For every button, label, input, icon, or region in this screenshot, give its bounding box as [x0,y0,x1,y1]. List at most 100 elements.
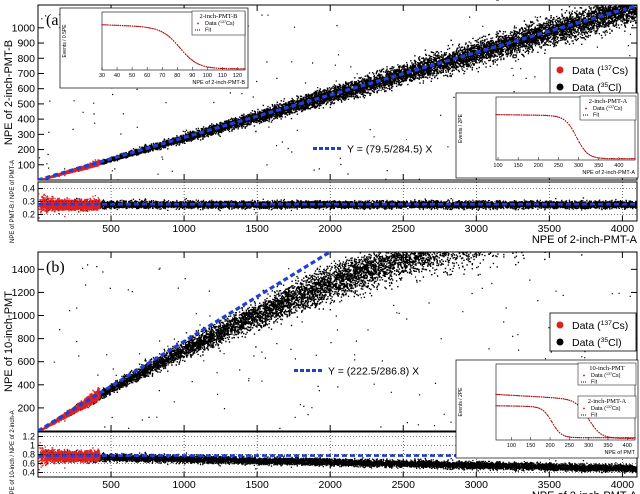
inset-y-axis-label: Events / 2PE [458,113,464,143]
y-tick-label: 600 [17,356,35,368]
inset-x-tick-label: 100 [493,163,502,169]
inset-y-axis-label: Events / 2PE [458,387,464,417]
inset-x-tick-label: 30 [99,73,105,79]
inset-legend-title: 2-inch-PMT-B [199,13,238,20]
legend-marker [557,84,564,91]
ratio-y-axis-label: NPE of 10-inch / NPE of 2-inch-A [10,410,16,494]
inset-x-tick-label: 400 [614,163,623,169]
inset-legend-marker [583,375,585,377]
x-tick-label: 1000 [172,479,196,491]
inset-y-tick-label: 2000 [482,0,494,2]
y-tick-label: 100 [17,159,35,171]
legend-label: Data (35Cl) [572,337,622,349]
inset-legend-label: Data (137Cs) [591,405,621,412]
inset-x-tick-label: 120 [233,73,242,79]
legend-marker [557,67,564,74]
inset-x-tick-label: 400 [623,443,632,449]
legend-marker [557,322,564,329]
panel-a: 100 200 300 400 500 600 700 800 900 1000 500 1000 15… [3,0,638,246]
inset-x-tick-label: 350 [594,163,603,169]
y-tick-label: 300 [17,129,35,141]
inset-x-tick-label: 40 [114,73,120,79]
inset-x-tick-label: 300 [574,163,583,169]
y-tick-label: 800 [17,333,35,345]
y-tick-label: 800 [17,53,35,65]
x-tick-label: 2500 [392,223,416,235]
x-tick-label: 2000 [319,479,343,491]
inset-x-tick-label: 100 [507,443,516,449]
inset-legend-label: Data (137Cs) [591,372,621,379]
inset-legend-marker [583,408,585,410]
inset-legend-marker [197,23,199,25]
inset-legend-label: Data (137Cs) [593,105,623,112]
ratio-y-tick-label: 0.6 [22,459,35,469]
inset-x-tick-label: 80 [174,73,180,79]
inset-x-tick-label: 250 [554,163,563,169]
fit-legend-label: Y = (79.5/284.5) X [347,144,432,156]
inset-x-tick-label: 300 [584,443,593,449]
inset-x-tick-label: 350 [603,443,612,449]
y-tick-label: 600 [17,83,35,95]
ratio-y-tick-label: 1.2 [22,432,35,442]
x-tick-label: 2000 [319,223,343,235]
x-tick-label: 2500 [392,479,416,491]
inset-legend-label: Fit [593,113,600,119]
inset-x-tick-label: 150 [526,443,535,449]
y-tick-label: 1400 [12,264,36,276]
legend-marker [557,339,564,346]
legend-label: Data (137Cs) [572,320,628,332]
inset-x-axis-label: NPE of 2-inch-PMT-A [582,170,635,176]
inset-x-tick-label: 250 [565,443,574,449]
inset-x-tick-label: 70 [159,73,165,79]
y-tick-label: 1000 [12,310,36,322]
inset-legend-label: Fit [591,413,598,419]
inset-legend-marker [585,108,587,110]
inset-x-tick-label: 90 [189,73,195,79]
y-tick-label: 1000 [12,22,36,34]
x-tick-label: 1000 [172,223,196,235]
panel-label: (b) [46,259,65,276]
y-axis-label: NPE of 2-inch-PMT-B [3,40,15,145]
inset-x-tick-label: 150 [514,163,523,169]
y-axis-label: NPE of 10-inch-PMT [3,291,15,392]
inset-x-axis-label: NPE of 2-inch-PMT-B [192,80,245,86]
inset-x-tick-label: 110 [218,73,227,79]
inset-x-tick-label: 50 [129,73,135,79]
inset-x-tick-label: 100 [203,73,212,79]
ratio-y-tick-label: 0.4 [22,468,35,478]
fit-line [38,252,330,431]
y-tick-label: 200 [17,402,35,414]
inset-x-tick-label: 200 [534,163,543,169]
x-tick-label: 3000 [465,479,489,491]
y-tick-label: 500 [17,98,35,110]
x-axis-label: NPE of 2-inch-PMT-A [532,490,638,494]
inset-x-tick-label: 200 [545,443,554,449]
inset-x-axis-label: NPE of PMT [604,450,635,456]
ratio-y-axis-label: NPE of PMT-B / NPE of PMT-A [10,160,16,243]
ratio-y-tick-label: 0.2 [22,210,35,220]
x-tick-label: 3000 [465,223,489,235]
legend-label: Data (35Cl) [572,82,622,94]
y-tick-label: 700 [17,68,35,80]
ratio-y-tick-label: 1 [30,441,35,451]
y-tick-label: 400 [17,379,35,391]
x-tick-label: 500 [102,479,120,491]
ratio-y-tick-label: 0.8 [22,450,35,460]
inset-legend-label: Fit [205,28,212,34]
inset-legend-label: Fit [591,380,598,386]
fit-legend-label: Y = (222.5/286.8) X [328,366,419,378]
x-tick-label: 500 [102,223,120,235]
ratio-y-tick-label: 0.4 [22,184,35,194]
inset-legend-label: Data (137Cs) [205,20,235,27]
inset-x-tick-label: 60 [144,73,150,79]
x-tick-label: 1500 [245,479,269,491]
y-tick-label: 1200 [12,287,36,299]
y-tick-label: 900 [17,38,35,50]
ratio-y-tick-label: 0.3 [22,197,35,207]
x-axis-label: NPE of 2-inch-PMT-A [532,234,638,246]
x-tick-label: 1500 [245,223,269,235]
legend-label: Data (137Cs) [572,65,628,77]
y-tick-label: 200 [17,144,35,156]
y-tick-label: 400 [17,114,35,126]
